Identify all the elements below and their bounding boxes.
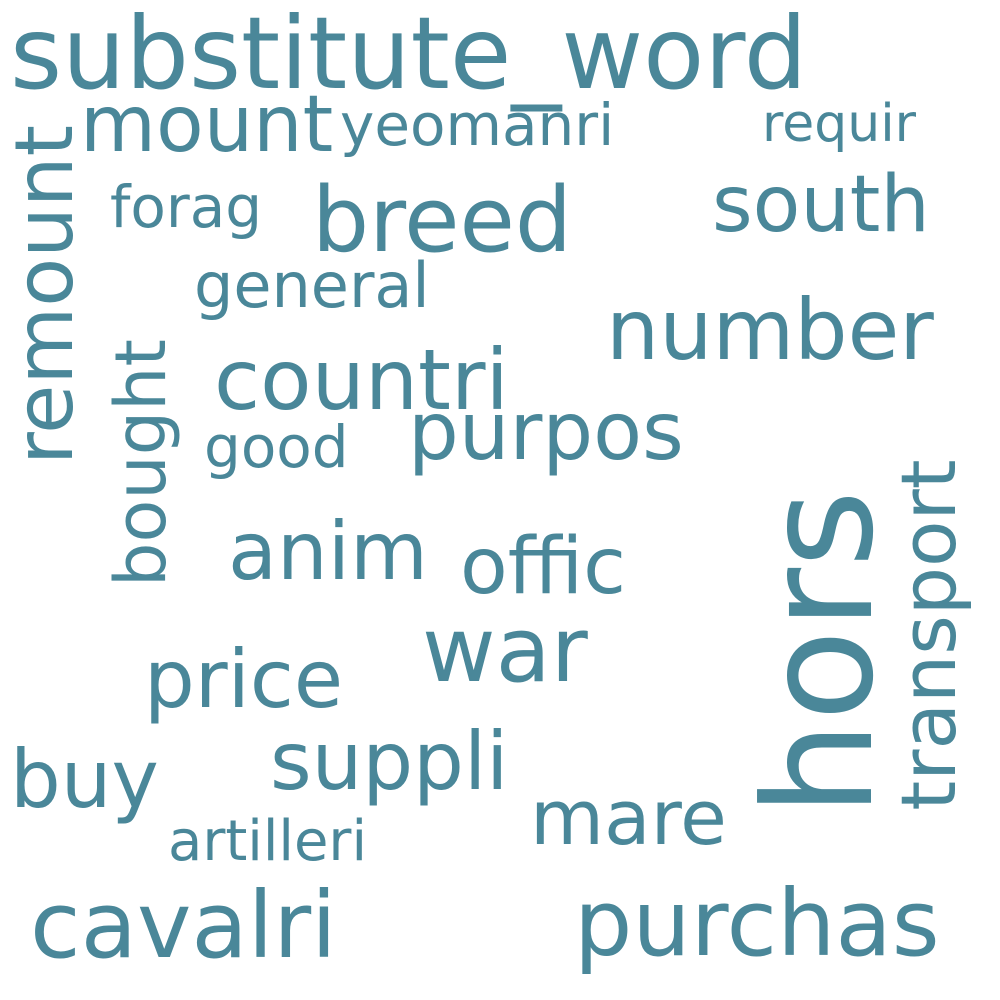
word-remount: remount bbox=[0, 125, 91, 465]
word-purchas: purchas bbox=[574, 870, 940, 977]
word-anim: anim bbox=[228, 505, 428, 598]
word-purpos: purpos bbox=[408, 385, 684, 478]
word-price: price bbox=[144, 633, 344, 726]
word-artilleri: artilleri bbox=[168, 809, 368, 874]
word-war: war bbox=[422, 598, 588, 703]
word-yeomanri: yeomanri bbox=[340, 91, 615, 159]
word-suppli: suppli bbox=[270, 715, 509, 808]
word-countri: countri bbox=[214, 331, 509, 429]
word-substitute-word: substitute_word bbox=[10, 0, 808, 112]
word-forag: forag bbox=[110, 173, 263, 241]
word-buy: buy bbox=[10, 733, 159, 826]
word-mare: mare bbox=[530, 773, 727, 862]
word-requir: requir bbox=[762, 94, 917, 154]
word-offic: offic bbox=[460, 522, 627, 612]
word-general: general bbox=[194, 249, 430, 322]
word-south: south bbox=[712, 160, 930, 250]
word-good: good bbox=[204, 413, 349, 481]
word-mount: mount bbox=[80, 80, 334, 170]
word-transport: transport bbox=[884, 459, 973, 811]
word-number: number bbox=[606, 281, 934, 379]
word-breed: breed bbox=[312, 168, 573, 273]
word-bought: bought bbox=[100, 339, 182, 587]
word-cavalri: cavalri bbox=[30, 872, 337, 979]
word-hors: hors bbox=[733, 489, 907, 817]
